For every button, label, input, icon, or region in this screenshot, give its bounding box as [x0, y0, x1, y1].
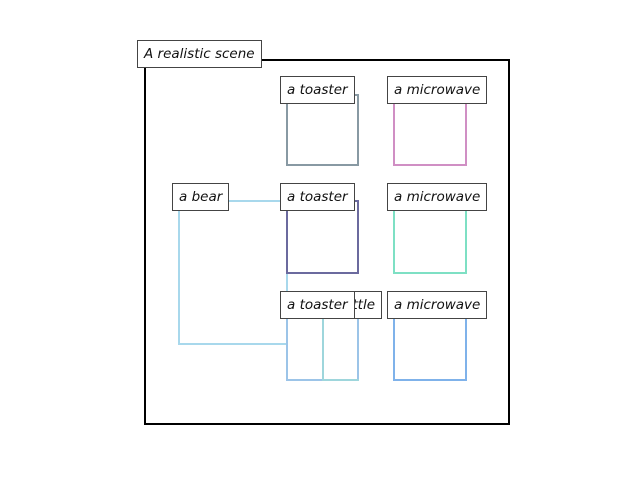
bear-box: [178, 200, 288, 345]
microwave-box-1: [393, 94, 467, 166]
microwave-label-1: a microwave: [387, 76, 488, 104]
microwave-label-3: a microwave: [387, 291, 488, 319]
toaster-box-2: [286, 200, 359, 274]
scene-title-label: A realistic scene: [137, 40, 262, 68]
toaster-label-2: a toaster: [280, 183, 355, 211]
microwave-box-2: [393, 200, 467, 274]
bear-label: a bear: [172, 183, 230, 211]
toaster-label-1: a toaster: [280, 76, 355, 104]
toaster-box-1: [286, 94, 359, 166]
toaster-label-3: a toaster: [280, 291, 355, 319]
scene-frame: [144, 59, 510, 425]
microwave-label-2: a microwave: [387, 183, 488, 211]
